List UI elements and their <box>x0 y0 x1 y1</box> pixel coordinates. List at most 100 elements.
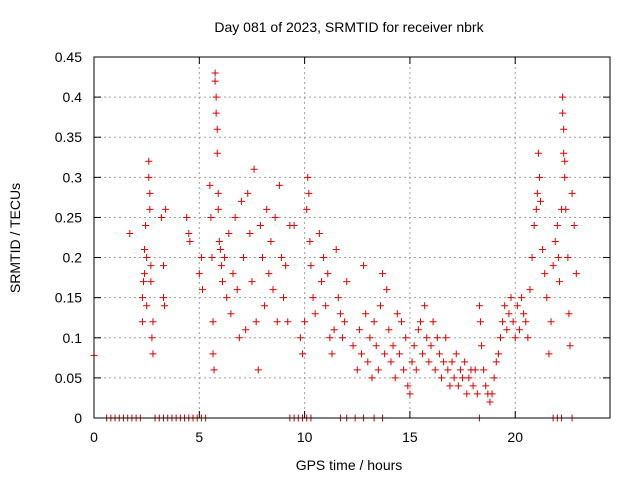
data-point <box>551 238 559 246</box>
y-tick-label: 0.2 <box>63 250 83 266</box>
data-point <box>299 350 307 358</box>
data-point <box>301 318 309 326</box>
data-point <box>263 205 271 213</box>
data-point <box>146 189 154 197</box>
data-point <box>252 318 260 326</box>
data-point <box>185 229 193 237</box>
data-point <box>265 270 273 278</box>
x-tick-label: 20 <box>507 429 523 445</box>
data-point <box>416 318 424 326</box>
data-point <box>269 286 277 294</box>
data-point <box>364 358 372 366</box>
data-point <box>408 358 416 366</box>
data-point <box>145 173 153 181</box>
data-point <box>370 318 378 326</box>
data-point <box>433 334 441 342</box>
data-point <box>213 149 221 157</box>
data-point <box>275 181 283 189</box>
data-point <box>444 366 452 374</box>
data-point <box>446 382 454 390</box>
data-point <box>425 358 433 366</box>
data-point <box>568 189 576 197</box>
data-point <box>526 286 534 294</box>
data-point <box>320 254 328 262</box>
data-point <box>452 350 460 358</box>
y-tick-label: 0.45 <box>55 49 82 65</box>
data-point <box>326 334 334 342</box>
data-point <box>480 366 488 374</box>
data-point <box>379 270 387 278</box>
data-point <box>149 318 157 326</box>
data-point <box>435 350 443 358</box>
data-point <box>482 382 490 390</box>
data-point <box>198 286 206 294</box>
y-tick-labels: 0 0.05 0.1 0.15 0.2 0.25 0.3 0.35 0.4 0.45 <box>55 49 82 426</box>
data-point <box>258 254 266 262</box>
data-point <box>334 294 342 302</box>
data-point <box>254 366 262 374</box>
data-point <box>412 366 420 374</box>
data-point <box>402 334 410 342</box>
data-point <box>541 270 549 278</box>
y-tick-label: 0.3 <box>63 169 83 185</box>
data-point <box>533 189 541 197</box>
data-point <box>366 334 374 342</box>
data-point <box>543 294 551 302</box>
data-point <box>368 374 376 382</box>
data-point <box>414 326 422 334</box>
data-point <box>389 342 397 350</box>
data-point <box>492 358 500 366</box>
data-point <box>545 350 553 358</box>
data-point <box>195 270 203 278</box>
data-point <box>554 254 562 262</box>
data-point <box>296 334 304 342</box>
data-point <box>183 213 191 221</box>
data-point <box>381 350 389 358</box>
data-point <box>212 93 220 101</box>
data-point <box>561 157 569 165</box>
data-point <box>271 213 279 221</box>
data-point <box>343 278 351 286</box>
data-point <box>515 326 523 334</box>
data-point <box>406 390 414 398</box>
data-point <box>501 302 509 310</box>
data-point <box>465 374 473 382</box>
data-point <box>459 374 467 382</box>
data-point <box>332 246 340 254</box>
data-point <box>213 125 221 133</box>
data-point <box>410 342 418 350</box>
data-point <box>237 197 245 205</box>
data-point <box>233 286 241 294</box>
data-point <box>141 270 149 278</box>
data-point <box>463 390 471 398</box>
data-point <box>322 302 330 310</box>
data-point <box>404 382 412 390</box>
data-point <box>572 270 580 278</box>
data-point <box>553 221 561 229</box>
data-point <box>240 254 248 262</box>
data-points <box>90 69 580 422</box>
data-point <box>387 358 395 366</box>
data-point <box>209 350 217 358</box>
data-point <box>317 278 325 286</box>
data-point <box>328 350 336 358</box>
data-point <box>522 318 530 326</box>
data-point <box>157 213 165 221</box>
data-point <box>197 254 205 262</box>
data-point <box>248 278 256 286</box>
data-point <box>311 310 319 318</box>
data-point <box>549 262 557 270</box>
data-point <box>214 189 222 197</box>
grid-lines <box>94 57 610 418</box>
data-point <box>539 246 547 254</box>
data-point <box>307 262 315 270</box>
data-point <box>566 342 574 350</box>
data-point <box>142 221 150 229</box>
data-point <box>507 294 515 302</box>
y-tick-label: 0.35 <box>55 129 82 145</box>
data-point <box>267 238 275 246</box>
data-point <box>141 246 149 254</box>
data-point <box>471 366 479 374</box>
data-point <box>143 302 151 310</box>
data-point <box>473 390 481 398</box>
